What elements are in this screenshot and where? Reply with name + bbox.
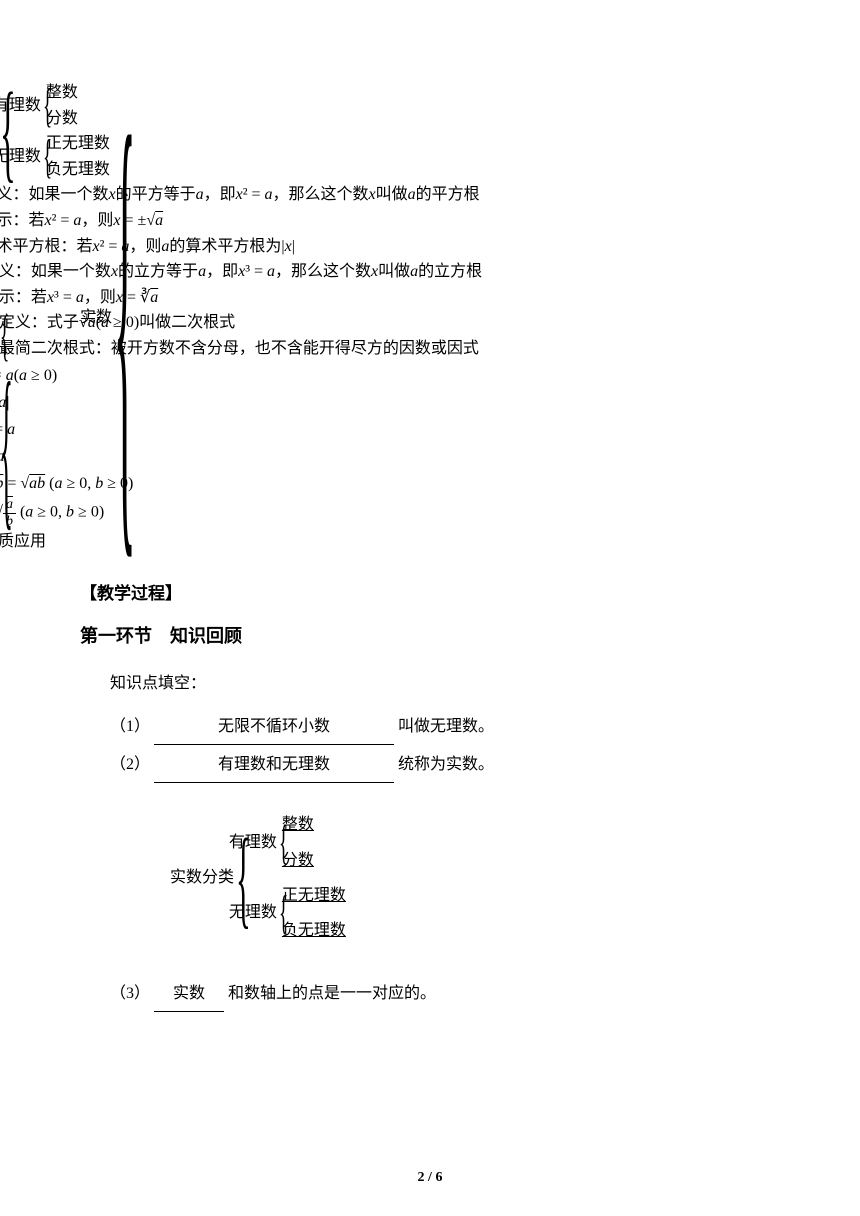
fill-item-3: （3） 实数 和数轴上的点是一一对应的。 [110,976,780,1012]
q3-tail: 和数轴上的点是一一对应的。 [228,985,436,1002]
q2-answer: 有理数和无理数 [154,747,394,783]
page-current: 2 [418,1170,425,1185]
fill-blanks-section: 知识点填空： （1） 无限不循环小数 叫做无理数。 （2） 有理数和无理数 统称… [110,666,780,1013]
q1-answer: 无限不循环小数 [154,709,394,745]
phase1-header: 第一环节 知识回顾 [80,622,780,648]
real-number-diagram: 实数 { 实数分类 { 有理数 { 整数 分数 无理数 [80,80,780,555]
brace-icon: { [0,396,13,495]
page-sep: / [425,1170,436,1185]
brace-icon: { [279,901,288,925]
cbrt-repr: 表示：若x³ = a，则x = ∛a [0,285,482,311]
q3-answer: 实数 [154,976,224,1012]
radical-def: 定义：式子√a(a ≥ 0)叫做二次根式 [0,310,479,336]
fill-item-2: （2） 有理数和无理数 统称为实数。 [110,747,780,783]
root-brace: { [114,190,136,445]
pos-irrational-leaf: 正无理数 [46,131,110,157]
brace-icon: { [236,850,251,905]
brace-icon: { [43,145,52,169]
page-number: 2 / 6 [0,1170,860,1186]
small-pos-irr: 正无理数 [282,878,346,913]
brace-icon: { [0,104,16,159]
fill-item-1: （1） 无限不循环小数 叫做无理数。 [110,709,780,745]
q2-num: （2） [110,756,150,773]
process-header: 【教学过程】 [80,579,780,604]
sqrt-node: 平方根 { 定义：如果一个数x的平方等于a，即x² = a，那么这个数x叫做a的… [0,182,482,259]
brace-icon: { [279,831,288,855]
props-node: 重要性质 { (√a)² = a(a ≥ 0) √a² = |a| (∛a)³ … [0,362,482,530]
irrational-node: 无理数 { 正无理数 负无理数 [0,131,110,182]
q2-tail: 统称为实数。 [398,756,494,773]
q1-tail: 叫做无理数。 [398,718,494,735]
root-children: 实数分类 { 有理数 { 整数 分数 无理数 { [0,80,482,555]
sqrt-arith: 算术平方根：若x² = a，则a的算术平方根为|x| [0,234,480,260]
fill-intro: 知识点填空： [110,666,780,701]
small-neg-irr: 负无理数 [282,913,346,948]
cbrt-def: 定义：如果一个数x的立方等于a，即x³ = a，那么这个数x叫做a的立方根 [0,259,482,285]
q3-num: （3） [110,985,150,1002]
small-root-label: 实数分类 [170,860,236,895]
small-classification-diagram: 实数分类 { 有理数 { 整数 分数 无理数 { 正无理数 负无理数 [170,807,780,948]
sqrt-def: 定义：如果一个数x的平方等于a，即x² = a，那么这个数x叫做a的平方根 [0,182,480,208]
radical-node: 二次根式 { 定义：式子√a(a ≥ 0)叫做二次根式 最简二次根式：被开方数不… [0,310,482,361]
rational-node: 有理数 { 整数 分数 [0,80,110,131]
classification-node: 实数分类 { 有理数 { 整数 分数 无理数 { [0,80,482,182]
radical-simplest: 最简二次根式：被开方数不含分母，也不含能开得尽方的因数或因式 [0,336,479,362]
q1-num: （1） [110,718,150,735]
neg-irrational-leaf: 负无理数 [46,157,110,183]
page-total: 6 [435,1170,442,1185]
cbrt-node: 立方根 { 定义：如果一个数x的立方等于a，即x³ = a，那么这个数x叫做a的… [0,259,482,310]
application-node: 实数的性质应用 [0,529,482,555]
sqrt-repr: 表示：若x² = a，则x = ±√a [0,208,480,234]
brace-icon: { [43,94,52,118]
